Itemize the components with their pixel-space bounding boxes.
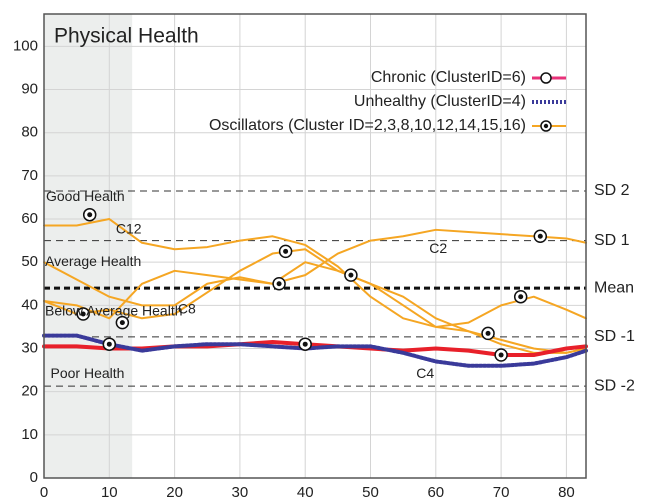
reference-label: SD 1	[594, 232, 630, 249]
x-tick-label: 0	[40, 484, 48, 501]
annotation: Below Average Health	[45, 303, 183, 319]
marker	[513, 289, 528, 304]
legend-label: Chronic (ClusterID=6)	[371, 69, 526, 86]
x-tick-label: 70	[493, 484, 510, 501]
y-tick-label: 90	[21, 81, 38, 98]
marker-dot	[276, 281, 282, 287]
annotation: C8	[178, 300, 196, 316]
marker	[278, 244, 293, 259]
marker	[115, 315, 130, 330]
series-line	[43, 218, 587, 328]
chart-title: Physical Health	[54, 25, 199, 48]
x-tick-label: 60	[427, 484, 444, 501]
marker	[481, 326, 495, 341]
y-tick-label: 0	[30, 469, 38, 486]
y-tick-label: 100	[13, 37, 38, 54]
marker-dot	[80, 311, 86, 317]
shaded-region	[44, 14, 133, 478]
legend-label: Unhealthy (ClusterID=4)	[354, 93, 526, 110]
marker-dot	[348, 272, 354, 278]
marker-dot	[283, 248, 289, 254]
y-tick-label: 20	[21, 383, 38, 400]
legend-marker	[540, 72, 552, 84]
legend-label: Oscillators (Cluster ID=2,3,8,10,12,14,1…	[209, 117, 526, 134]
marker-dot	[87, 212, 93, 218]
y-tick-label: 10	[21, 426, 38, 443]
marker-dot	[119, 320, 125, 326]
reference-label: SD -1	[594, 328, 635, 345]
marker	[298, 337, 312, 351]
series-line	[43, 248, 587, 354]
marker	[76, 307, 90, 321]
marker-dot	[537, 233, 543, 239]
x-tick-label: 50	[362, 484, 379, 501]
series-line	[42, 333, 588, 368]
y-tick-label: 60	[21, 210, 38, 227]
reference-label: SD -2	[594, 377, 635, 394]
marker-dot	[498, 352, 504, 358]
x-tick-label: 80	[558, 484, 575, 501]
plot-frame	[43, 13, 587, 479]
marker	[272, 277, 286, 291]
y-tick-label: 30	[21, 339, 38, 356]
marker	[82, 207, 97, 222]
annotation: C4	[416, 365, 434, 381]
y-tick-label: 80	[21, 124, 38, 141]
legend-marker-dot	[543, 123, 549, 129]
series-line	[43, 228, 587, 320]
marker	[344, 268, 358, 282]
series-line	[43, 261, 587, 354]
annotation: Average Health	[45, 253, 141, 269]
x-tick-label: 40	[297, 484, 314, 501]
reference-label: Mean	[594, 279, 634, 296]
marker-dot	[106, 341, 112, 347]
marker	[533, 229, 548, 244]
y-tick-label: 50	[21, 253, 38, 270]
marker	[494, 348, 508, 362]
marker	[102, 337, 117, 351]
annotation: C12	[116, 221, 142, 237]
x-tick-label: 20	[166, 484, 183, 501]
annotation: Good Health	[46, 188, 125, 204]
y-tick-label: 40	[21, 296, 38, 313]
marker-dot	[302, 341, 308, 347]
reference-label: SD 2	[594, 182, 630, 199]
annotation: Poor Health	[51, 365, 125, 381]
marker-dot	[485, 330, 491, 336]
marker-dot	[518, 294, 524, 300]
x-tick-label: 10	[101, 484, 118, 501]
x-tick-label: 30	[232, 484, 249, 501]
y-tick-label: 70	[21, 167, 38, 184]
annotation: C2	[429, 240, 447, 256]
